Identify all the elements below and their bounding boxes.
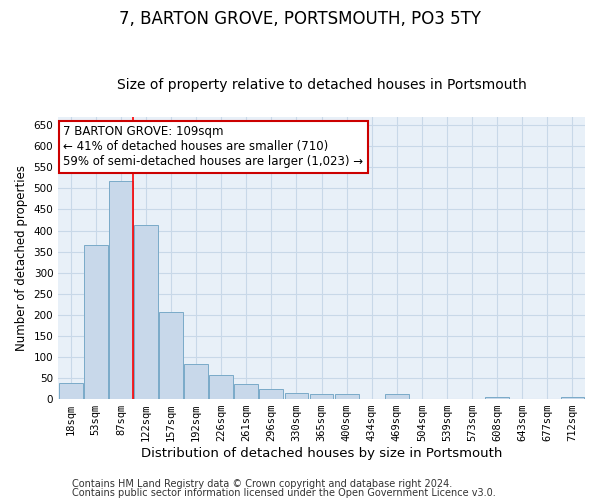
Bar — [560, 397, 584, 399]
X-axis label: Distribution of detached houses by size in Portsmouth: Distribution of detached houses by size … — [141, 447, 502, 460]
Bar — [159, 312, 183, 399]
Bar — [184, 364, 208, 399]
Bar — [335, 394, 359, 399]
Bar — [235, 384, 258, 399]
Bar — [284, 393, 308, 399]
Bar — [259, 388, 283, 399]
Bar — [209, 374, 233, 399]
Y-axis label: Number of detached properties: Number of detached properties — [15, 165, 28, 351]
Bar — [134, 225, 158, 399]
Title: Size of property relative to detached houses in Portsmouth: Size of property relative to detached ho… — [117, 78, 526, 92]
Text: 7, BARTON GROVE, PORTSMOUTH, PO3 5TY: 7, BARTON GROVE, PORTSMOUTH, PO3 5TY — [119, 10, 481, 28]
Bar — [109, 181, 133, 399]
Bar — [84, 246, 108, 399]
Text: Contains HM Land Registry data © Crown copyright and database right 2024.: Contains HM Land Registry data © Crown c… — [72, 479, 452, 489]
Text: 7 BARTON GROVE: 109sqm
← 41% of detached houses are smaller (710)
59% of semi-de: 7 BARTON GROVE: 109sqm ← 41% of detached… — [64, 125, 364, 168]
Bar — [310, 394, 334, 399]
Bar — [385, 394, 409, 399]
Bar — [485, 397, 509, 399]
Bar — [59, 383, 83, 399]
Text: Contains public sector information licensed under the Open Government Licence v3: Contains public sector information licen… — [72, 488, 496, 498]
